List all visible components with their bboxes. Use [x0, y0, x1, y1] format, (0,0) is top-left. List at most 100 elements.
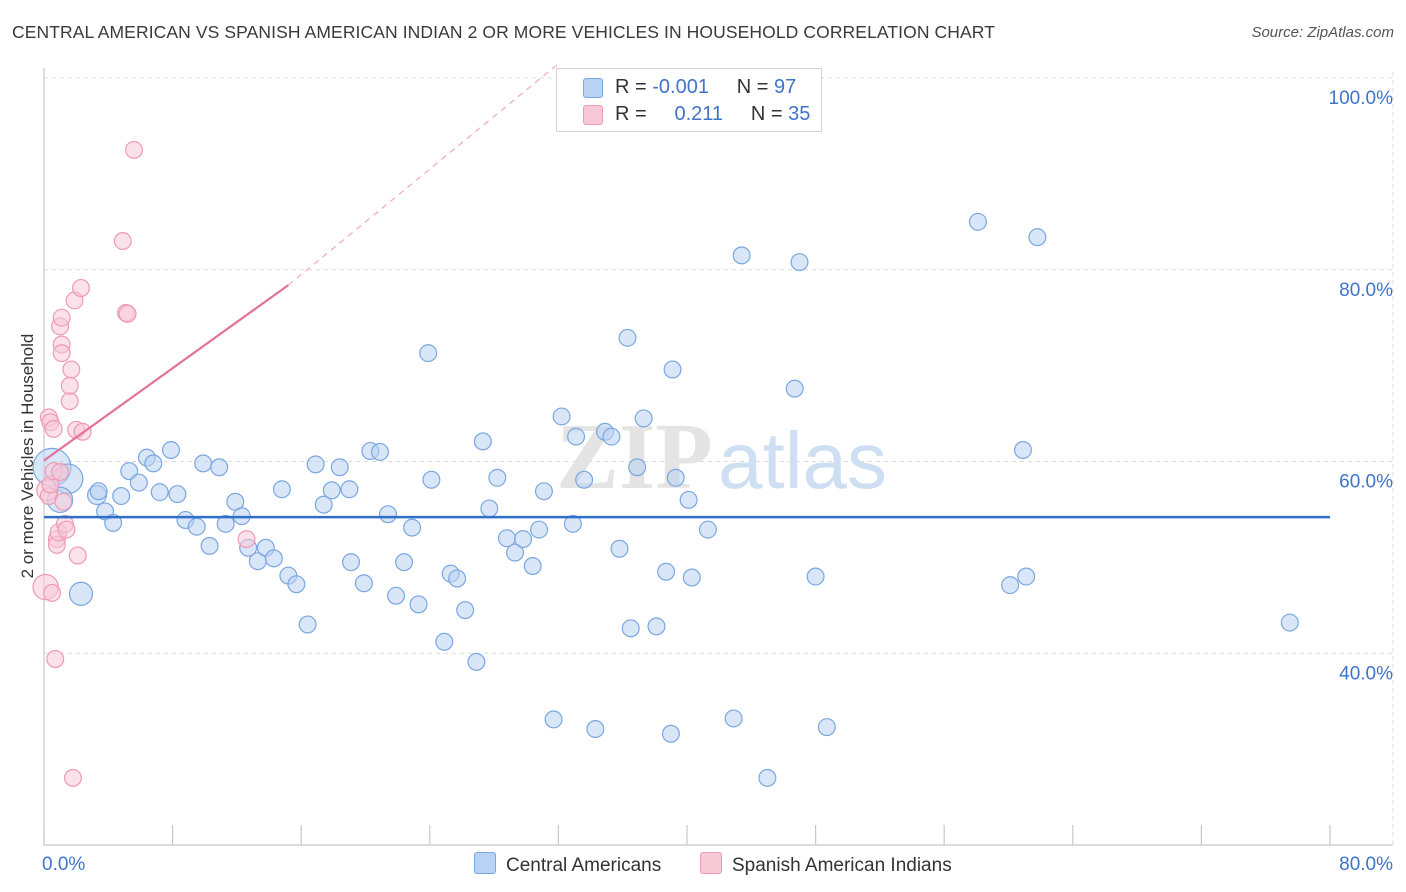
central-american-point: [534, 482, 553, 501]
central-american-point: [330, 458, 349, 477]
central-american-point: [104, 513, 123, 532]
central-american-point: [698, 520, 717, 539]
x-tick-label-min: 0.0%: [42, 854, 85, 875]
spanish-american-indian-point: [51, 463, 70, 482]
central-american-point: [628, 458, 647, 477]
legend-label: Spanish American Indians: [732, 855, 952, 876]
central-american-point: [480, 499, 499, 518]
central-american-point: [298, 615, 317, 634]
central-american-point: [395, 553, 414, 572]
central-american-point: [806, 567, 825, 586]
central-american-point: [610, 539, 629, 558]
central-american-point: [161, 440, 180, 459]
central-american-point: [467, 652, 486, 671]
central-american-point: [422, 470, 441, 489]
stats-legend: R = -0.001 N = 97 R = 0.211 N = 35: [556, 68, 822, 132]
central-american-point: [68, 581, 94, 606]
legend-swatch-blue: [583, 78, 603, 98]
legend-n-value: 97: [774, 76, 797, 98]
legend-swatch-blue: [474, 852, 496, 874]
central-american-point: [679, 490, 698, 509]
tick-labels: 100.0% 80.0% 60.0% 40.0% 0.0% 80.0%: [42, 88, 1393, 875]
central-american-point: [216, 514, 235, 533]
y-tick-label: 60.0%: [1339, 472, 1393, 493]
central-american-point: [387, 586, 406, 605]
spanish-american-indian-point: [60, 392, 79, 411]
spanish-american-indian-point: [113, 231, 132, 250]
central-american-point: [1280, 613, 1299, 632]
spanish-american-indian-point: [57, 520, 76, 539]
central-american-point: [379, 505, 398, 524]
central-american-point: [634, 409, 653, 428]
central-american-point: [194, 454, 213, 473]
central-american-point: [409, 595, 428, 614]
trend-line-spanish-american-indians: [43, 284, 289, 462]
central-american-point: [314, 495, 333, 514]
central-american-point: [435, 632, 454, 651]
legend-n-label: N =: [736, 76, 769, 98]
central-american-point: [272, 480, 291, 499]
central-american-point: [120, 462, 139, 481]
legend-swatch-pink: [583, 105, 603, 125]
watermark: ZIP atlas: [556, 405, 887, 509]
central-american-point: [168, 485, 187, 504]
legend-n-value: 35: [788, 103, 811, 125]
central-american-point: [523, 557, 542, 576]
central-american-point: [790, 253, 809, 272]
central-american-point: [968, 212, 987, 231]
central-american-point: [544, 710, 563, 729]
central-american-point: [287, 575, 306, 594]
central-american-point: [354, 574, 373, 593]
legend-label: Central Americans: [506, 855, 662, 876]
central-american-point: [552, 407, 571, 426]
legend-spanish-american-indians: Spanish American Indians: [700, 852, 952, 877]
central-american-point: [187, 517, 206, 536]
central-american-point: [758, 768, 777, 787]
spanish-american-indian-point: [63, 768, 82, 787]
central-american-point: [514, 530, 533, 549]
central-american-point: [150, 483, 169, 502]
central-american-point: [663, 360, 682, 379]
central-american-point: [530, 520, 549, 539]
legend-r-label: R =: [615, 76, 647, 98]
spanish-american-indian-point: [44, 419, 63, 438]
central-american-point: [89, 482, 108, 501]
central-american-point: [1001, 576, 1020, 595]
central-american-point: [306, 455, 325, 474]
legend-r-value: 0.211: [674, 103, 724, 125]
central-american-point: [817, 718, 836, 737]
central-american-point: [1028, 228, 1047, 247]
central-american-point: [448, 569, 467, 588]
trend-lines: [43, 63, 1330, 519]
central-american-point: [370, 442, 389, 461]
data-points: [32, 140, 1299, 787]
central-american-point: [621, 619, 640, 638]
spanish-american-indian-point: [43, 583, 62, 602]
central-american-point: [602, 427, 621, 446]
spanish-american-indian-point: [237, 530, 256, 549]
central-american-point: [682, 568, 701, 587]
central-american-point: [200, 536, 219, 555]
central-american-point: [144, 454, 163, 473]
legend-r-label: R =: [615, 103, 647, 125]
central-american-point: [505, 543, 524, 562]
central-american-point: [1017, 567, 1036, 586]
central-american-point: [1013, 440, 1032, 459]
central-american-point: [403, 518, 422, 537]
spanish-american-indian-point: [125, 140, 144, 159]
trend-line-extension: [287, 63, 559, 286]
central-american-point: [264, 549, 283, 568]
central-american-point: [586, 719, 605, 738]
spanish-american-indian-point: [52, 344, 71, 363]
spanish-american-indian-point: [54, 492, 73, 511]
central-american-point: [724, 709, 743, 728]
legend-n-label: N =: [750, 103, 783, 125]
spanish-american-indian-point: [52, 308, 71, 327]
central-american-point: [647, 617, 666, 636]
central-american-point: [488, 468, 507, 487]
central-american-point: [210, 458, 229, 477]
central-american-point: [563, 514, 582, 533]
watermark-atlas: atlas: [718, 416, 887, 505]
central-american-point: [340, 480, 359, 499]
central-american-point: [785, 379, 804, 398]
